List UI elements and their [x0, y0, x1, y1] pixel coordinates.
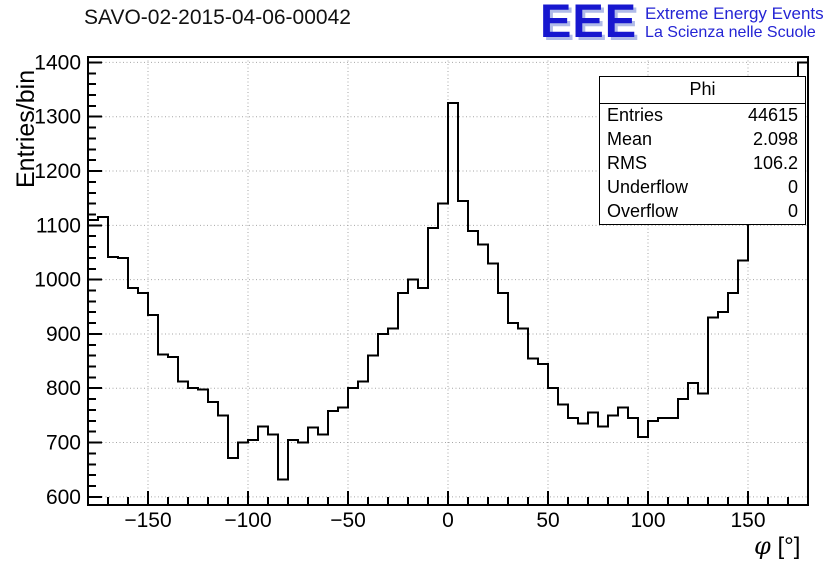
phi-symbol: φ: [754, 532, 771, 560]
svg-text:800: 800: [46, 377, 81, 400]
stats-label: RMS: [607, 152, 647, 173]
svg-text:150: 150: [730, 509, 765, 532]
histogram-line: [88, 61, 808, 481]
stats-row-rms: RMS 106.2: [600, 152, 805, 176]
stats-label: Entries: [607, 105, 664, 125]
svg-text:1100: 1100: [36, 214, 81, 237]
stats-box: Phi Entries 44615 Mean 2.098 RMS 106.2 U…: [599, 76, 806, 225]
logo-caption-line2: La Scienza nelle Scuole: [645, 23, 816, 41]
svg-text:1000: 1000: [34, 269, 81, 292]
eee-logo-captions: Extreme Energy Events La Scienza nelle S…: [645, 1, 824, 42]
svg-text:−50: −50: [330, 509, 366, 532]
svg-text:600: 600: [46, 486, 81, 509]
stats-value: 0: [787, 176, 798, 197]
axis-ticks: [87, 61, 809, 505]
stats-box-title: Phi: [600, 77, 805, 104]
x-axis-units: [°]: [777, 533, 801, 560]
y-axis-title: Entries/bin: [12, 69, 40, 188]
stats-row-underflow: Underflow 0: [600, 176, 805, 200]
grid-lines: [88, 57, 808, 505]
svg-text:100: 100: [630, 509, 665, 532]
stats-row-overflow: Overflow 0: [600, 200, 805, 224]
stats-label: Underflow: [607, 176, 689, 197]
logo-caption-line1: Extreme Energy Events: [645, 4, 824, 23]
svg-text:−100: −100: [224, 509, 271, 532]
svg-text:50: 50: [536, 509, 559, 532]
svg-text:900: 900: [46, 323, 81, 346]
svg-text:700: 700: [46, 432, 81, 455]
stats-row-entries: Entries 44615: [600, 104, 805, 128]
stats-label: Mean: [607, 128, 653, 149]
plot-title: SAVO-02-2015-04-06-00042: [84, 6, 351, 29]
x-tick-labels: −150 −100 −50 0 50 100 150: [124, 509, 765, 532]
stats-label: Overflow: [607, 200, 679, 221]
eee-logo-text: EEE: [540, 0, 638, 47]
stats-row-mean: Mean 2.098: [600, 128, 805, 152]
stats-value: 2.098: [752, 128, 798, 149]
x-axis-title: φ [°]: [754, 532, 800, 561]
svg-text:0: 0: [442, 509, 454, 532]
y-tick-labels: 600 700 800 900 1000 1100 1200 1300 1400: [34, 51, 81, 509]
svg-text:1400: 1400: [34, 51, 81, 74]
svg-text:1300: 1300: [34, 106, 81, 129]
stats-value: 44615: [747, 105, 798, 125]
eee-logo: EEE Extreme Energy Events La Scienza nel…: [540, 0, 824, 47]
svg-text:1200: 1200: [34, 160, 81, 183]
stats-value: 0: [787, 200, 798, 221]
svg-text:−150: −150: [124, 509, 171, 532]
stats-value: 106.2: [752, 152, 798, 173]
